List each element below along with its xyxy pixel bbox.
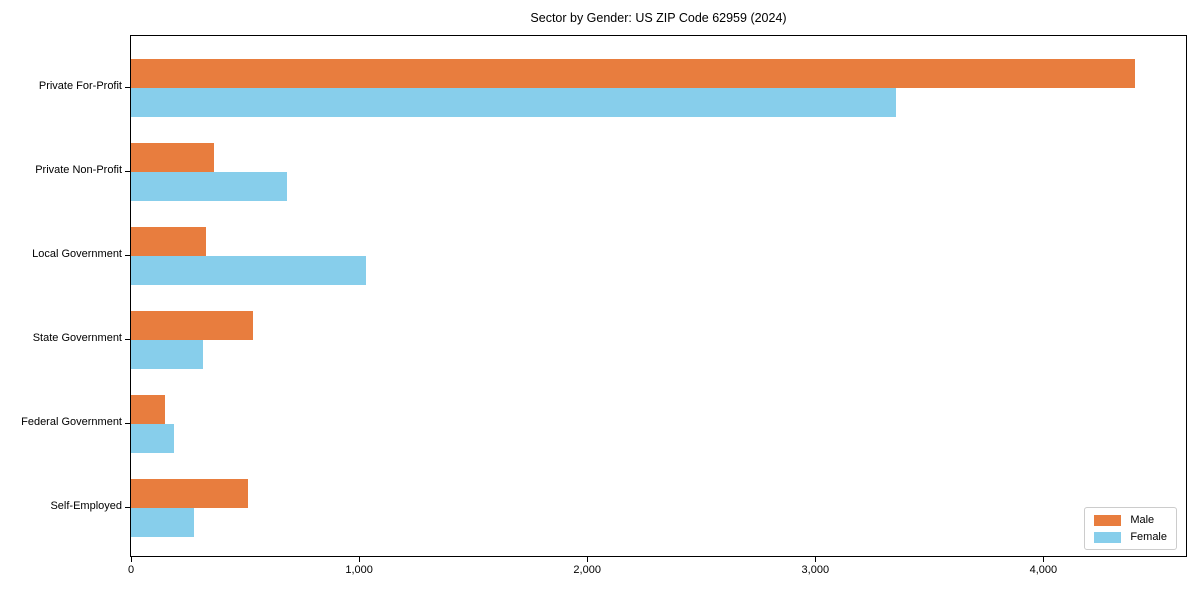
y-axis-category-label: Local Government xyxy=(32,248,122,260)
y-axis-category-label: Federal Government xyxy=(21,416,122,428)
legend-item-female: Female xyxy=(1094,531,1167,543)
plot-area: Male Female xyxy=(130,35,1187,557)
bar-female-0 xyxy=(131,88,897,117)
x-axis-tick xyxy=(359,557,361,562)
x-axis-tick-label: 0 xyxy=(127,564,135,576)
bar-female-4 xyxy=(131,424,175,453)
legend-item-male: Male xyxy=(1094,514,1167,526)
x-axis-tick-label: 3,000 xyxy=(801,564,830,576)
bar-female-3 xyxy=(131,340,203,369)
legend-label-female: Female xyxy=(1130,531,1167,543)
legend: Male Female xyxy=(1084,507,1177,550)
x-axis-tick-label: 1,000 xyxy=(345,564,373,576)
y-axis-tick xyxy=(125,507,130,508)
x-axis-tick xyxy=(815,557,817,562)
bar-male-0 xyxy=(131,59,1135,88)
x-axis-tick-label: 4,000 xyxy=(1029,564,1058,576)
bar-male-3 xyxy=(131,311,253,340)
bar-female-1 xyxy=(131,172,287,201)
legend-swatch-male-icon xyxy=(1094,514,1122,526)
y-axis-category-label: Self-Employed xyxy=(50,500,122,512)
y-axis-tick xyxy=(125,423,130,424)
y-axis-category-label: Private For-Profit xyxy=(38,80,122,92)
x-axis-tick-label: 2,000 xyxy=(573,564,601,576)
bar-male-4 xyxy=(131,395,165,424)
chart-title: Sector by Gender: US ZIP Code 62959 (202… xyxy=(530,11,787,25)
x-axis-tick xyxy=(587,557,589,562)
bar-female-2 xyxy=(131,256,366,285)
legend-swatch-female-icon xyxy=(1094,531,1122,543)
y-axis-category-label: State Government xyxy=(32,332,122,344)
x-axis-tick xyxy=(1043,557,1045,562)
x-axis-tick xyxy=(131,557,132,562)
legend-label-male: Male xyxy=(1130,514,1155,526)
bar-male-2 xyxy=(131,227,207,256)
y-axis-tick xyxy=(125,171,130,172)
y-axis-tick xyxy=(125,87,130,88)
y-axis-tick xyxy=(125,339,130,340)
y-axis-category-label: Private Non-Profit xyxy=(35,164,122,176)
bar-male-5 xyxy=(131,479,248,508)
bar-female-5 xyxy=(131,508,194,537)
y-axis-tick xyxy=(125,255,130,256)
bar-male-1 xyxy=(131,143,215,172)
